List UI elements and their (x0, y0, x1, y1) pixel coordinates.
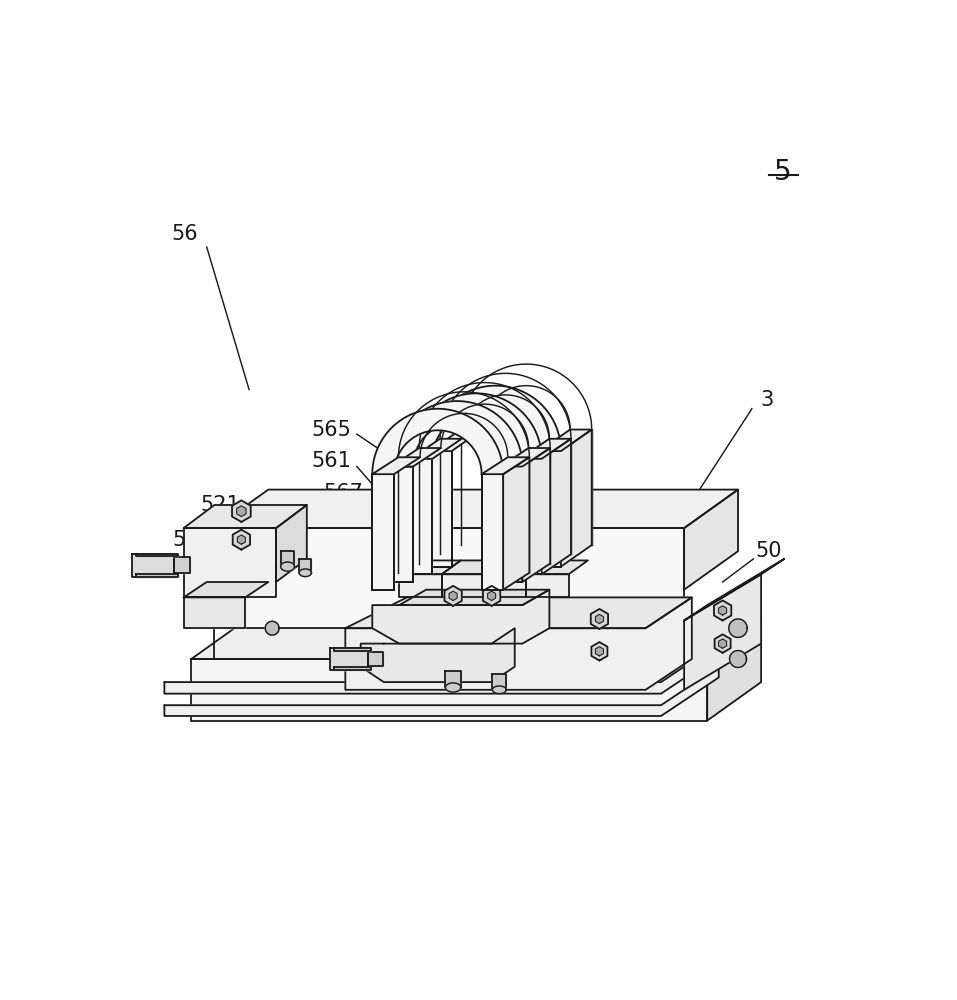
Polygon shape (411, 459, 433, 574)
Polygon shape (481, 457, 529, 474)
Text: 5: 5 (774, 158, 791, 186)
Polygon shape (542, 439, 571, 574)
Polygon shape (719, 606, 726, 615)
Polygon shape (591, 642, 608, 661)
Polygon shape (493, 686, 506, 694)
Polygon shape (430, 451, 452, 567)
Polygon shape (719, 639, 726, 648)
Polygon shape (449, 591, 457, 600)
Polygon shape (184, 582, 268, 597)
Polygon shape (441, 574, 484, 597)
Text: 56: 56 (172, 224, 198, 244)
Polygon shape (441, 560, 503, 574)
Polygon shape (411, 393, 542, 459)
Polygon shape (132, 554, 174, 577)
Polygon shape (280, 551, 295, 567)
Polygon shape (684, 490, 738, 590)
Polygon shape (236, 506, 246, 517)
Polygon shape (684, 559, 784, 620)
Polygon shape (330, 648, 367, 670)
Polygon shape (540, 451, 561, 567)
Polygon shape (345, 597, 692, 628)
Polygon shape (136, 554, 178, 556)
Polygon shape (372, 457, 420, 474)
Polygon shape (399, 560, 461, 574)
Polygon shape (165, 667, 719, 716)
Polygon shape (526, 560, 588, 574)
Text: 50: 50 (756, 541, 782, 561)
Polygon shape (444, 586, 462, 606)
Polygon shape (483, 586, 501, 606)
Polygon shape (561, 430, 591, 567)
Polygon shape (707, 620, 761, 721)
Text: 563: 563 (455, 563, 495, 583)
Polygon shape (334, 648, 371, 651)
Polygon shape (391, 401, 523, 466)
Polygon shape (372, 474, 394, 590)
Polygon shape (484, 560, 545, 574)
Polygon shape (488, 591, 496, 600)
Polygon shape (214, 528, 684, 628)
Polygon shape (430, 430, 482, 451)
Polygon shape (300, 559, 311, 573)
Polygon shape (372, 590, 549, 644)
Polygon shape (361, 628, 515, 682)
Polygon shape (484, 574, 526, 597)
Polygon shape (300, 569, 311, 577)
Polygon shape (372, 409, 503, 474)
Polygon shape (445, 671, 461, 687)
Polygon shape (520, 459, 542, 574)
Polygon shape (237, 535, 245, 544)
Text: 561: 561 (312, 451, 351, 471)
Polygon shape (391, 466, 413, 582)
Polygon shape (334, 667, 371, 670)
Polygon shape (503, 457, 529, 590)
Polygon shape (590, 609, 608, 629)
Polygon shape (595, 614, 604, 624)
Polygon shape (136, 574, 178, 577)
Polygon shape (430, 386, 561, 451)
Polygon shape (184, 597, 245, 628)
Polygon shape (729, 651, 746, 667)
Polygon shape (540, 430, 591, 451)
Polygon shape (399, 574, 441, 597)
Polygon shape (276, 505, 307, 582)
Polygon shape (520, 439, 571, 459)
Polygon shape (684, 574, 761, 690)
Polygon shape (233, 530, 250, 550)
Polygon shape (345, 597, 692, 690)
Text: 52: 52 (172, 530, 198, 550)
Polygon shape (191, 659, 707, 721)
Polygon shape (526, 574, 568, 597)
Polygon shape (501, 466, 523, 582)
Polygon shape (367, 652, 383, 666)
Text: 565: 565 (312, 420, 351, 440)
Text: 567: 567 (323, 483, 364, 503)
Polygon shape (445, 683, 461, 692)
Polygon shape (481, 474, 503, 590)
Polygon shape (191, 620, 761, 659)
Polygon shape (493, 674, 506, 690)
Polygon shape (165, 644, 719, 694)
Polygon shape (232, 500, 251, 522)
Polygon shape (595, 647, 604, 656)
Polygon shape (523, 448, 550, 582)
Polygon shape (399, 590, 549, 605)
Polygon shape (729, 619, 747, 637)
Polygon shape (265, 621, 279, 635)
Polygon shape (391, 448, 441, 466)
Polygon shape (280, 562, 295, 571)
Polygon shape (714, 600, 731, 620)
Text: 3: 3 (761, 390, 774, 410)
Polygon shape (411, 439, 461, 459)
Polygon shape (184, 528, 276, 597)
Polygon shape (715, 634, 730, 653)
Polygon shape (214, 490, 738, 528)
Polygon shape (501, 448, 550, 466)
Text: 521: 521 (200, 495, 239, 515)
Polygon shape (184, 505, 307, 528)
Polygon shape (174, 557, 189, 573)
